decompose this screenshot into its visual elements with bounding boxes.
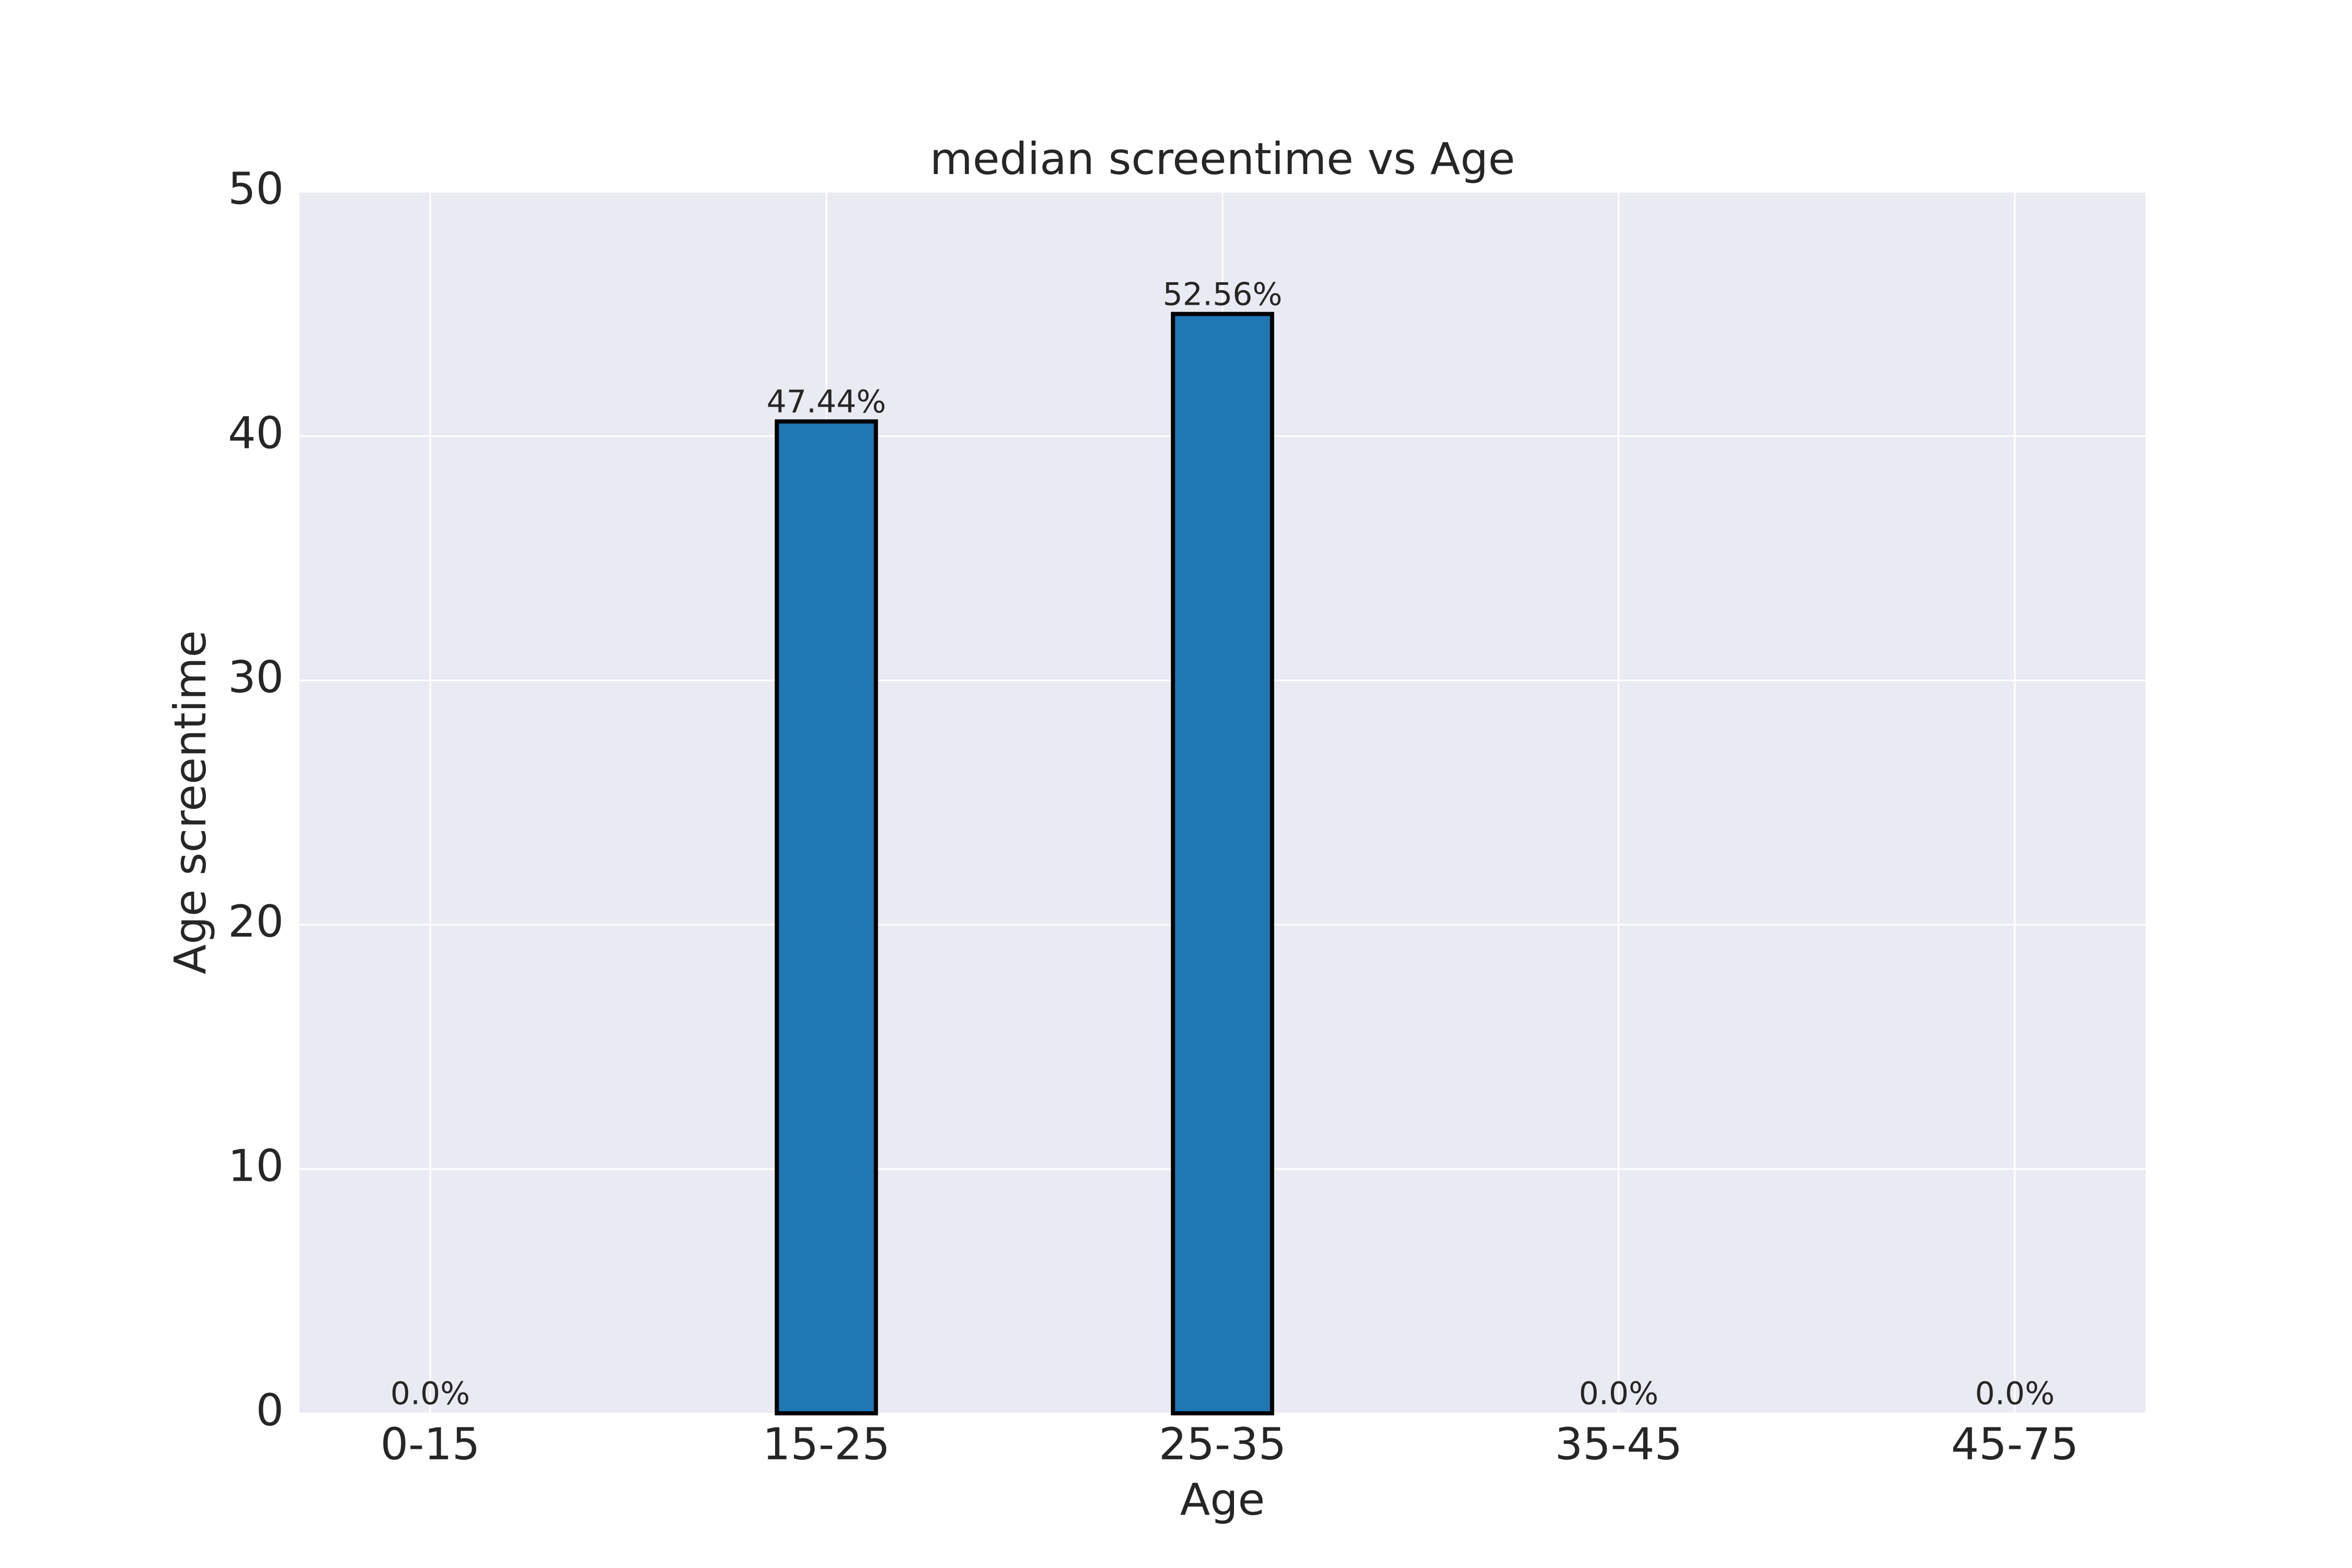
y-tick-label: 20 [228, 896, 284, 947]
chart-title: median screentime vs Age [930, 133, 1515, 185]
bar-annotation: 47.44% [767, 384, 886, 420]
bar [775, 419, 878, 1416]
y-tick-label: 0 [256, 1385, 284, 1436]
x-axis-label: Age [1180, 1474, 1265, 1525]
y-axis-label: Age screentime [165, 630, 216, 974]
y-tick-label: 50 [228, 163, 284, 214]
y-tick-label: 30 [228, 652, 284, 703]
marks: 0.0% 47.44% 52.56% 0.0% 0.0% [390, 276, 2055, 1416]
bar [1171, 312, 1274, 1416]
y-tick-label: 10 [228, 1140, 284, 1192]
bar-annotation: 52.56% [1163, 276, 1283, 313]
x-tick-label: 15-25 [763, 1419, 890, 1470]
x-tick-label: 0-15 [381, 1419, 480, 1470]
bar-annotation: 0.0% [1579, 1376, 1658, 1412]
bar-annotation: 0.0% [390, 1376, 470, 1412]
x-tick-label: 35-45 [1555, 1419, 1682, 1470]
bar-annotation: 0.0% [1975, 1376, 2055, 1412]
y-tick-label: 40 [228, 407, 284, 458]
x-tick-label: 45-75 [1951, 1419, 2079, 1470]
x-tick-label: 25-35 [1159, 1419, 1286, 1470]
